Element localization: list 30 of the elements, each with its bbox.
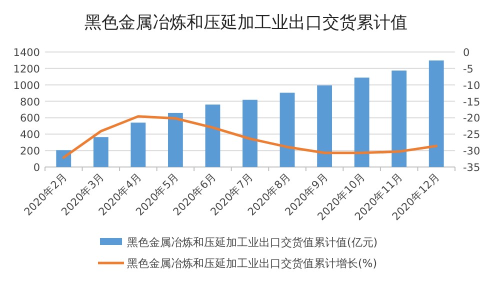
y2-tick-label: -20 bbox=[463, 112, 480, 125]
y-tick-label: 200 bbox=[20, 146, 40, 158]
bar bbox=[168, 112, 183, 167]
y2-tick-label: -35 bbox=[463, 162, 480, 174]
bar bbox=[205, 104, 220, 167]
bar bbox=[428, 60, 444, 167]
bar bbox=[317, 85, 332, 167]
y2-tick-label: -5 bbox=[463, 63, 474, 76]
bar bbox=[130, 122, 146, 167]
bar bbox=[280, 92, 295, 167]
y-tick-label: 400 bbox=[20, 129, 40, 142]
y-tick-label: 1000 bbox=[13, 80, 40, 92]
y2-tick-label: 0 bbox=[463, 47, 470, 59]
y2-tick-label: -10 bbox=[463, 80, 480, 92]
y-tick-label: 600 bbox=[20, 112, 40, 125]
y-tick-label: 0 bbox=[33, 162, 40, 174]
y2-tick-label: -15 bbox=[463, 96, 480, 108]
bar bbox=[93, 137, 108, 167]
y2-tick-label: -25 bbox=[463, 129, 480, 142]
y-tick-label: 1200 bbox=[13, 63, 40, 76]
bar bbox=[242, 100, 258, 167]
y-tick-label: 800 bbox=[20, 96, 40, 108]
y-tick-label: 1400 bbox=[13, 47, 40, 59]
bar bbox=[392, 70, 407, 167]
chart-title: 黑色金属冶炼和压延加工业出口交货累计值 bbox=[84, 13, 408, 33]
y2-tick-label: -30 bbox=[463, 146, 480, 158]
bar bbox=[354, 78, 370, 167]
legend-label: 黑色金属冶炼和压延加工业出口交货值累计值(亿元) bbox=[127, 236, 378, 249]
legend-label: 黑色金属冶炼和压延加工业出口交货值累计增长(%) bbox=[127, 257, 378, 270]
bar bbox=[56, 150, 72, 167]
